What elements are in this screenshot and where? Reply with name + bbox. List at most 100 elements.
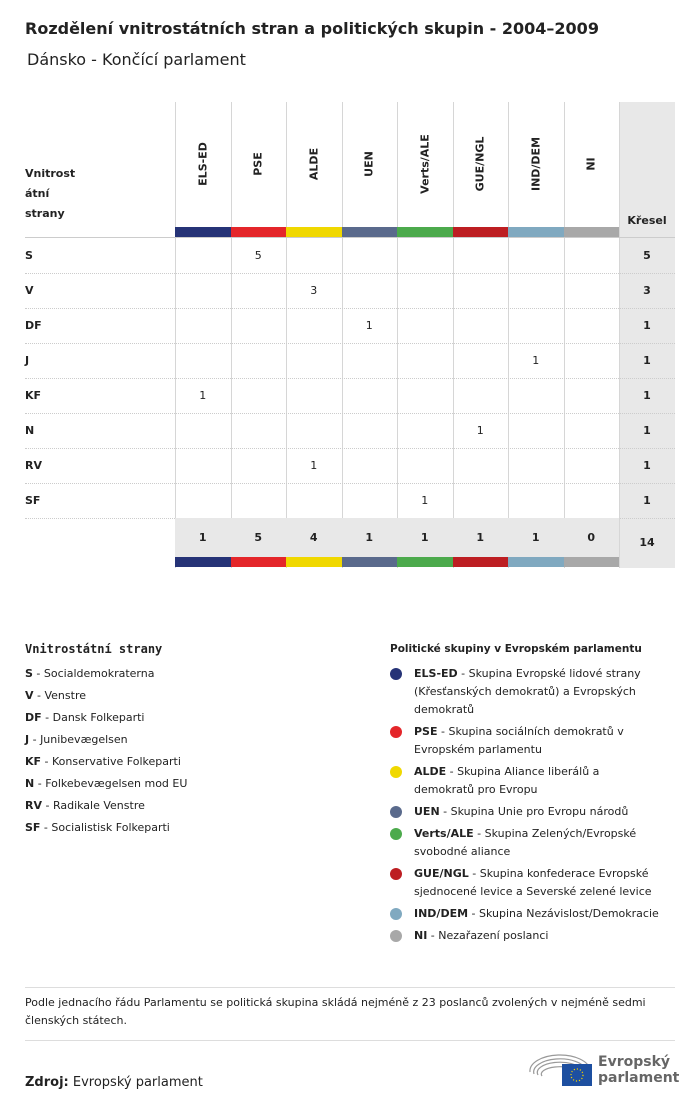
- row-total: 1: [643, 424, 651, 437]
- seat-cell: [175, 308, 231, 343]
- seat-cell: [564, 448, 620, 483]
- seat-cell: 1: [476, 424, 484, 437]
- group-color-dot: [390, 828, 402, 840]
- party-code: S: [25, 249, 33, 262]
- party-code: V: [25, 284, 34, 297]
- ep-logo: Evropský parlament: [528, 1050, 680, 1090]
- column-divider: [397, 102, 398, 568]
- column-divider: [341, 102, 343, 568]
- source: Zdroj: Evropský parlament: [25, 1075, 203, 1090]
- seat-cell: [564, 343, 620, 378]
- group-color-dot: [390, 668, 402, 680]
- seat-cell: [508, 483, 564, 518]
- seat-cell: [231, 308, 287, 343]
- party-code: DF: [25, 711, 42, 724]
- group-color-dot: [390, 766, 402, 778]
- party-code: SF: [25, 494, 41, 507]
- seat-cell: 1: [310, 459, 318, 472]
- seat-cell: [508, 238, 564, 273]
- seat-cell: [342, 343, 398, 378]
- legend-item: IND/DEM - Skupina Nezávislost/Demokracie: [390, 905, 660, 923]
- group-color-bar: [452, 557, 508, 567]
- column-divider: [452, 102, 454, 568]
- party-code: J: [25, 354, 30, 367]
- column-divider: [175, 102, 176, 568]
- row-header-line: Vnitrost: [25, 167, 76, 180]
- seat-cell: [453, 483, 509, 518]
- party-name: Junibevægelsen: [40, 733, 128, 746]
- legend-item: ALDE - Skupina Aliance liberálů a demokr…: [390, 763, 660, 799]
- party-name: Socialdemokraterna: [43, 667, 155, 680]
- total-header: Křesel: [627, 214, 667, 227]
- seat-cell: [342, 483, 398, 518]
- group-code: ELS-ED: [196, 142, 210, 186]
- seat-cell: [397, 238, 453, 273]
- row-total: 1: [643, 319, 651, 332]
- seat-cell: [175, 238, 231, 273]
- party-code: N: [25, 777, 35, 790]
- group-code: IND/DEM: [414, 907, 469, 920]
- seat-cell: [342, 413, 398, 448]
- seat-cell: [564, 413, 620, 448]
- grand-total: 14: [639, 536, 655, 549]
- group-color-bar: [175, 227, 231, 237]
- party-code: S: [25, 667, 33, 680]
- column-header-els-ed: ELS-ED: [175, 102, 231, 237]
- seat-cell: [342, 238, 398, 273]
- seat-cell: [231, 378, 287, 413]
- legend-item: S - Socialdemokraterna: [25, 667, 155, 680]
- row-header-label: Vnitrost átní strany: [25, 164, 75, 224]
- group-color-bar: [452, 227, 508, 237]
- party-code: SF: [25, 821, 41, 834]
- column-label: NI: [564, 102, 620, 227]
- seat-cell: 1: [199, 389, 207, 402]
- column-divider: [508, 102, 509, 568]
- legend-item: Verts/ALE - Skupina Zelených/Evropské sv…: [390, 825, 660, 861]
- group-color-dot: [390, 930, 402, 942]
- column-header-uen: UEN: [342, 102, 398, 237]
- logo-line-2: parlament: [598, 1070, 680, 1086]
- seat-cell: [508, 413, 564, 448]
- column-header-pse: PSE: [231, 102, 287, 237]
- seat-cell: [342, 273, 398, 308]
- seat-cell: [286, 378, 342, 413]
- column-total: 1: [531, 531, 540, 544]
- table-row: DF 1 1: [25, 308, 675, 344]
- column-label: Verts/ALE: [397, 102, 453, 227]
- legend-item: NI - Nezařazení poslanci: [390, 927, 660, 945]
- row-header-line: átní: [25, 187, 50, 200]
- column-total: 1: [198, 531, 207, 544]
- totals-bg: [175, 518, 619, 557]
- table-row: N 1 1: [25, 413, 675, 449]
- party-code: RV: [25, 799, 42, 812]
- seat-cell: [453, 343, 509, 378]
- seat-cell: [453, 238, 509, 273]
- party-code: DF: [25, 319, 42, 332]
- legend-item: SF - Socialistisk Folkeparti: [25, 821, 170, 834]
- group-color-bar: [286, 557, 342, 567]
- seat-cell: [175, 483, 231, 518]
- page-subtitle: Dánsko - Končící parlament: [27, 50, 246, 69]
- column-total: 1: [476, 531, 485, 544]
- group-code: Verts/ALE: [418, 134, 432, 194]
- seat-cell: 1: [532, 354, 540, 367]
- group-code: ALDE: [414, 765, 447, 778]
- party-name: Socialistisk Folkeparti: [51, 821, 170, 834]
- party-code: KF: [25, 389, 42, 402]
- seat-cell: [231, 413, 287, 448]
- row-total: 1: [643, 494, 651, 507]
- column-header-gue-ngl: GUE/NGL: [453, 102, 509, 237]
- seat-cell: [397, 308, 453, 343]
- source-text: Evropský parlament: [72, 1075, 203, 1090]
- legend-item: ELS-ED - Skupina Evropské lidové strany …: [390, 665, 660, 719]
- group-color-dot: [390, 908, 402, 920]
- legend-item: KF - Konservative Folkeparti: [25, 755, 181, 768]
- row-header-line: strany: [25, 207, 65, 220]
- total-column-bg: [619, 102, 675, 568]
- seat-cell: [342, 378, 398, 413]
- row-total: 5: [643, 249, 651, 262]
- group-color-bar: [230, 557, 286, 567]
- group-name: Skupina Evropské lidové strany (Křesťans…: [414, 667, 641, 716]
- column-total: 1: [420, 531, 429, 544]
